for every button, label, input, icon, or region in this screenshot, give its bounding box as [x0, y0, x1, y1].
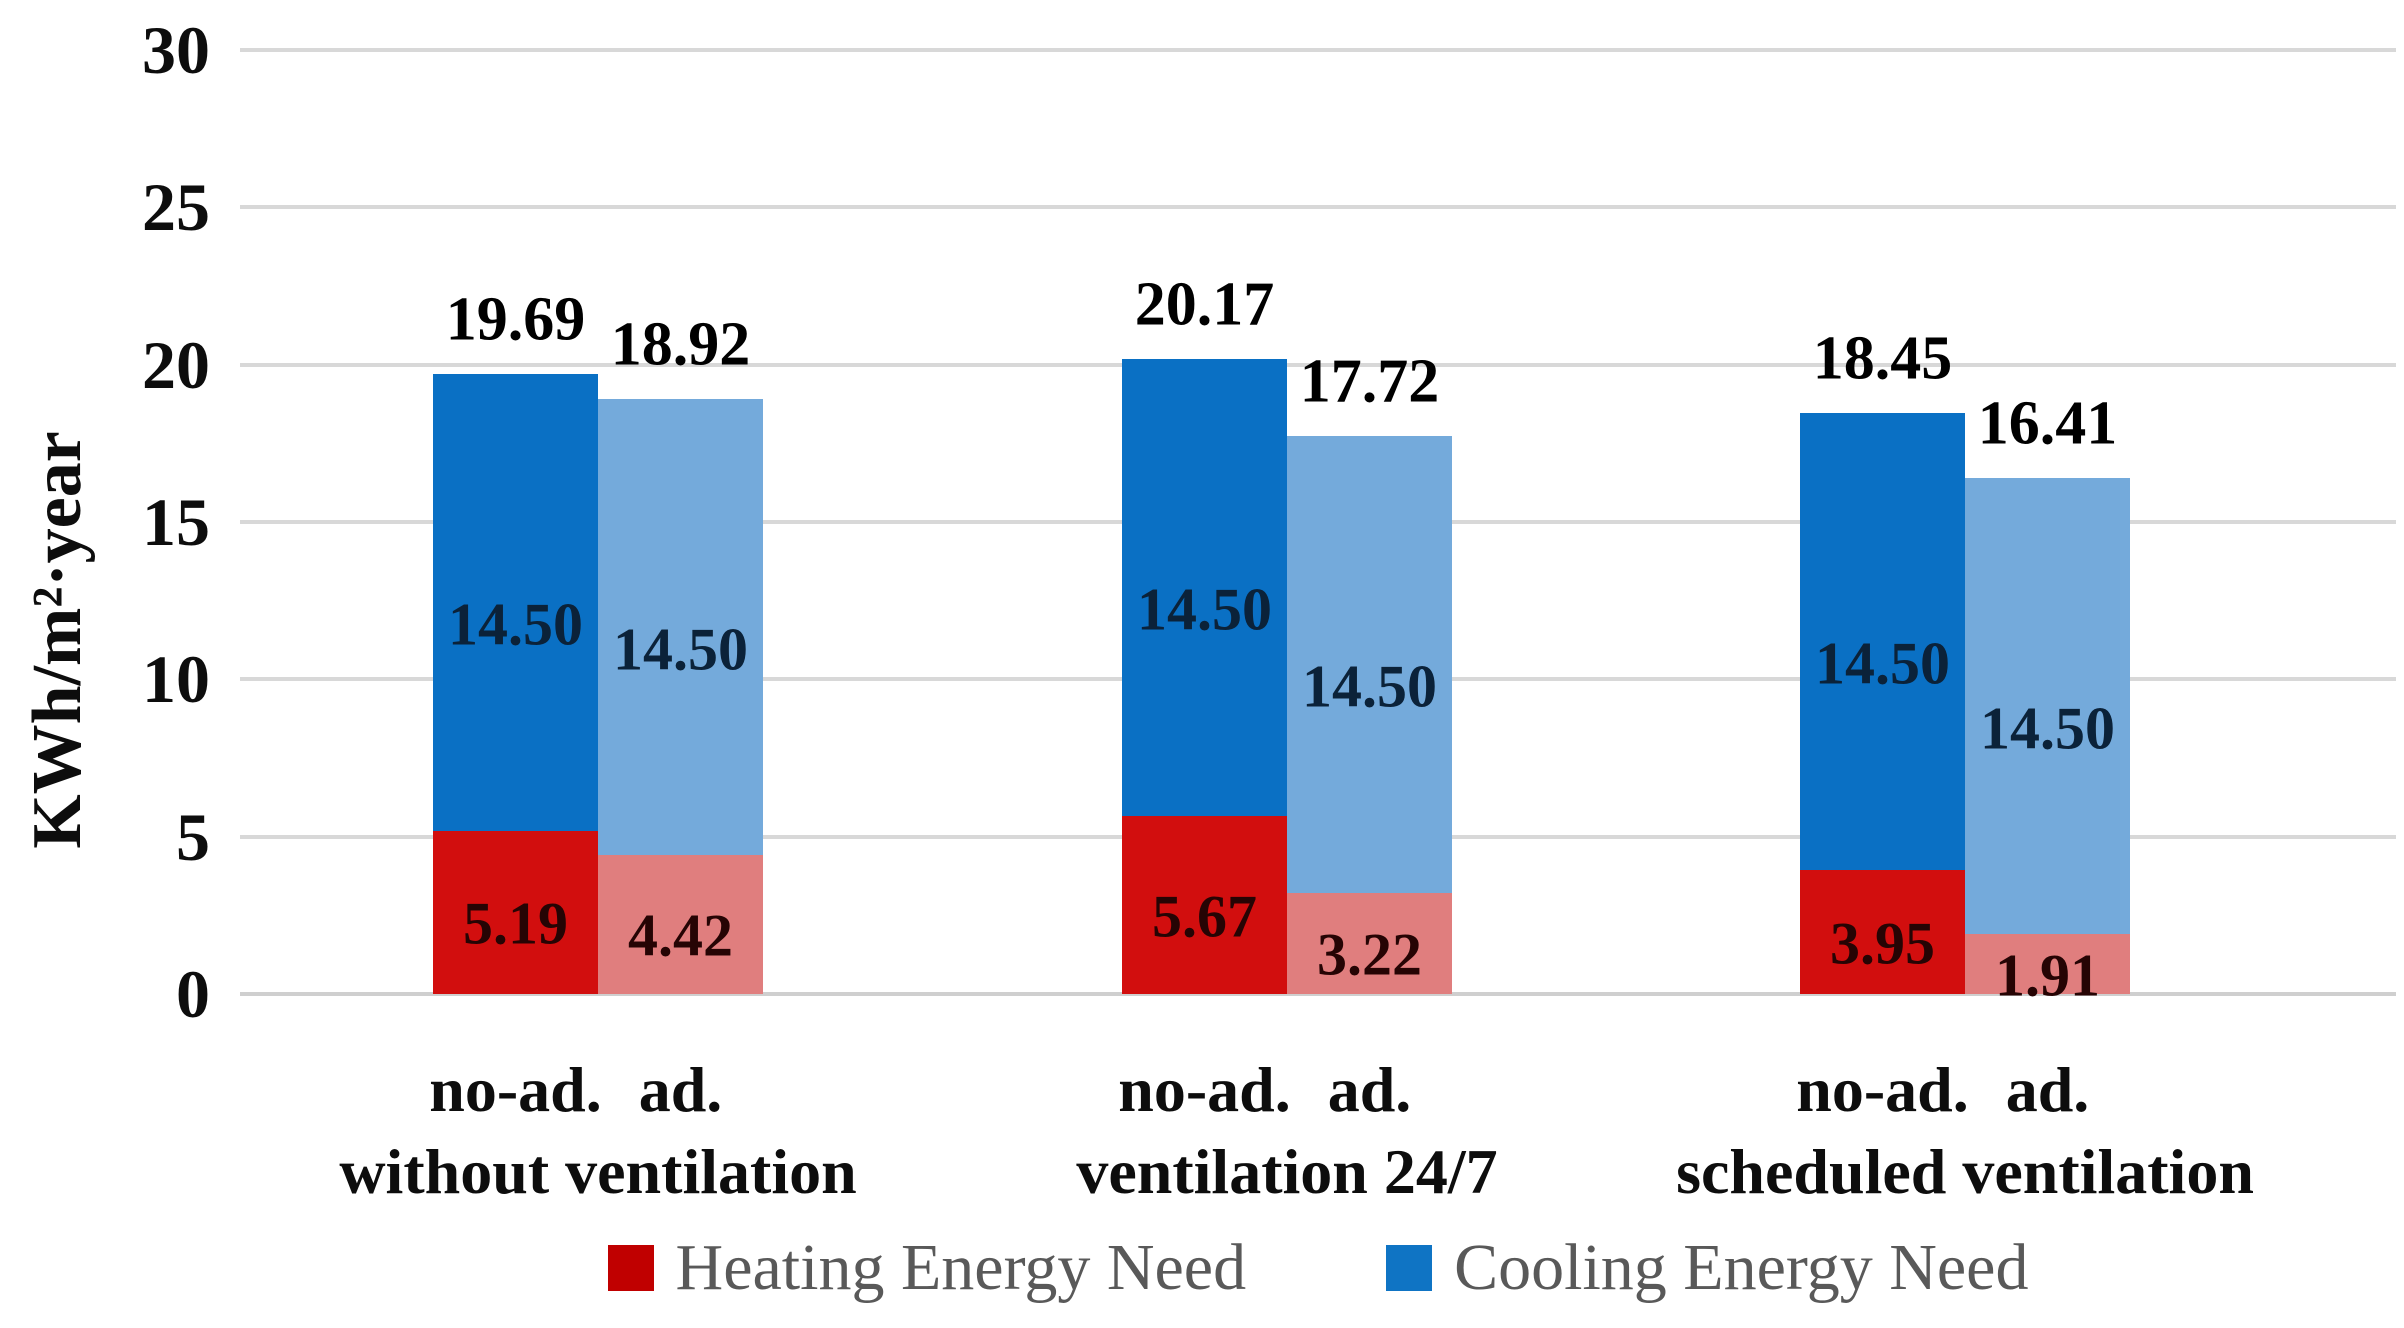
x-bar-label: ad. [1327, 1054, 1412, 1125]
x-bar-label: no-ad. [429, 1054, 602, 1125]
bar-total-label: 18.45 [1812, 324, 1953, 393]
cooling-value-label: 14.50 [1302, 653, 1437, 720]
bar-segment-cooling [1800, 413, 1965, 870]
heating-value-label: 5.67 [1152, 883, 1257, 950]
cooling-value-label: 14.50 [448, 591, 583, 658]
x-group-label: ventilation 24/7 [1076, 1136, 1498, 1207]
bar-segment-heating [1965, 933, 2130, 994]
y-tick-label-5: 5 [176, 798, 210, 875]
cooling-value-label: 14.50 [1815, 630, 1950, 697]
heating-value-label: 4.42 [628, 902, 733, 969]
bar-total-label: 16.41 [1977, 389, 2118, 458]
gridline-0 [240, 992, 2396, 996]
x-bar-label: no-ad. [1796, 1054, 1969, 1125]
x-bar-label: ad. [638, 1054, 723, 1125]
bar-segment-heating [598, 854, 763, 994]
y-tick-label-20: 20 [142, 326, 210, 403]
heating-value-label: 3.95 [1830, 910, 1935, 977]
bar-segment-heating [1287, 892, 1452, 994]
legend: Heating Energy Need Cooling Energy Need [240, 1226, 2396, 1310]
gridline-30 [240, 48, 2396, 52]
legend-item: Heating Energy Need [607, 1230, 1247, 1306]
y-tick-label-10: 10 [142, 641, 210, 718]
legend-label: Cooling Energy Need [1454, 1231, 2029, 1304]
heating-value-label: 1.91 [1995, 942, 2100, 1009]
bar-segment-heating [1122, 815, 1287, 994]
bar-segment-cooling [1287, 436, 1452, 893]
legend-swatch-icon [1386, 1245, 1433, 1291]
bar-segment-cooling [1965, 477, 2130, 934]
x-group-label: scheduled ventilation [1676, 1136, 2254, 1207]
heating-value-label: 3.22 [1317, 921, 1422, 988]
bar-segment-heating [433, 830, 598, 994]
x-group-label: without ventilation [339, 1136, 857, 1207]
y-tick-label-30: 30 [142, 12, 210, 88]
cooling-value-label: 14.50 [1137, 576, 1272, 643]
bar-segment-cooling [1122, 359, 1287, 816]
cooling-value-label: 14.50 [1980, 695, 2115, 762]
bar-total-label: 20.17 [1134, 270, 1275, 339]
cooling-value-label: 14.50 [613, 616, 748, 683]
legend-swatch-icon [607, 1245, 654, 1291]
y-tick-label-25: 25 [142, 169, 210, 246]
heating-value-label: 5.19 [463, 890, 568, 957]
gridline-25 [240, 205, 2396, 210]
x-bar-label: no-ad. [1118, 1054, 1291, 1125]
legend-item: Cooling Energy Need [1386, 1230, 2028, 1306]
bar-segment-heating [1800, 869, 1965, 994]
y-tick-label-15: 15 [142, 484, 210, 560]
bar-segment-cooling [598, 398, 763, 855]
bar-segment-cooling [433, 374, 598, 831]
bar-total-label: 18.92 [610, 310, 751, 379]
bar-total-label: 19.69 [445, 285, 586, 354]
gridline-20 [240, 362, 2396, 367]
bar-total-label: 17.72 [1299, 347, 1440, 416]
x-bar-label: ad. [2005, 1054, 2090, 1125]
legend-label: Heating Energy Need [675, 1231, 1247, 1304]
y-tick-label-0: 0 [176, 956, 210, 1032]
